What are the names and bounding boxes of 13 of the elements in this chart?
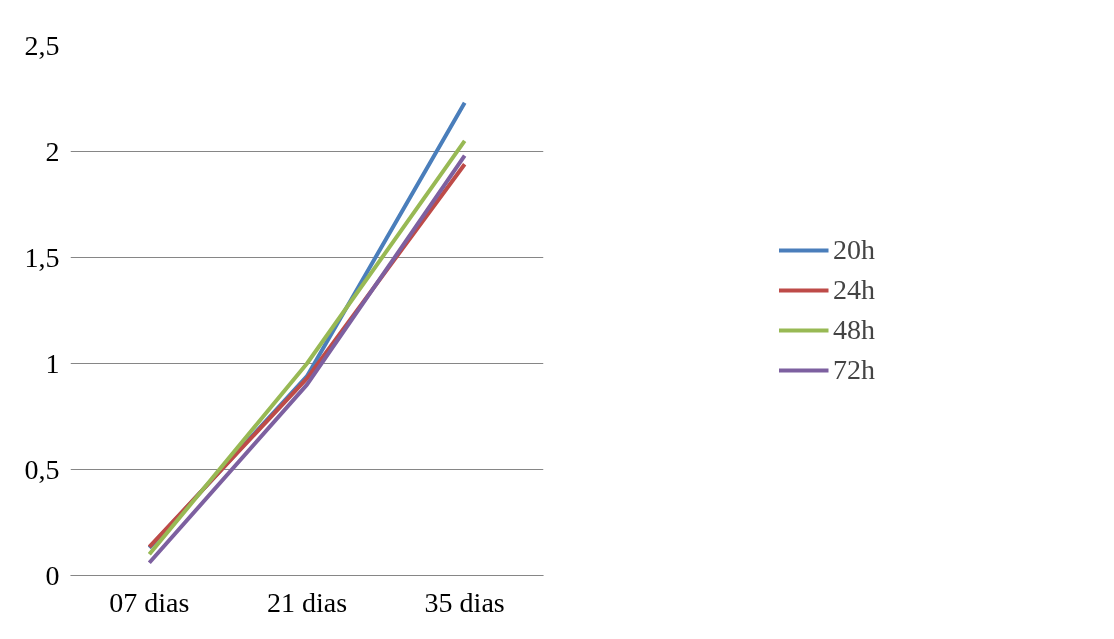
legend-label: 48h	[833, 314, 875, 346]
y-tick-label: 1,5	[24, 241, 60, 273]
x-tick-label: 21 dias	[266, 586, 348, 618]
legend-label: 24h	[833, 274, 875, 306]
x-tick-label: 07 dias	[109, 586, 190, 618]
x-tick-label: 35 dias	[424, 586, 505, 618]
y-tick-label: 0	[45, 559, 60, 591]
y-tick-label: 2,5	[24, 29, 60, 61]
legend-label: 72h	[833, 354, 875, 386]
y-tick-label: 2	[45, 135, 60, 167]
y-tick-label: 1	[45, 347, 60, 379]
y-tick-label: 0,5	[24, 453, 60, 485]
legend-label: 20h	[833, 234, 875, 266]
